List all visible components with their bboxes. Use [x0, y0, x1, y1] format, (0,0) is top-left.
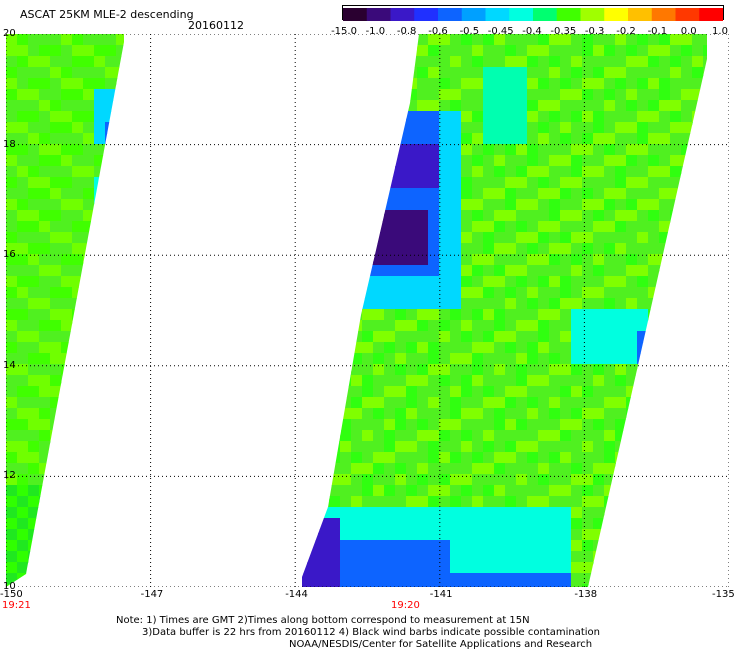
colorbar-swatch [699, 8, 724, 21]
latitude-label: 20 [3, 28, 16, 39]
colorbar-swatch [628, 8, 653, 21]
colorbar-tick-label: -0.4 [522, 26, 542, 37]
latitude-label: 18 [3, 138, 16, 150]
colorbar-swatch [414, 8, 439, 21]
swath-west [6, 34, 124, 587]
colorbar-tick-label: -1.0 [365, 26, 386, 37]
colorbar-tick-label: -0.2 [616, 26, 636, 37]
colorbar-swatch [556, 8, 582, 21]
colorbar-tick-label: -0.5 [459, 26, 480, 37]
longitude-label: -144 [285, 589, 308, 600]
colorbar-swatch [485, 8, 510, 21]
map-date: 20160112 [188, 19, 244, 32]
colorbar-gradient [343, 8, 724, 21]
swath-east [302, 34, 707, 587]
colorbar-tick-label: -0.45 [487, 26, 514, 37]
colorbar-swatch [461, 8, 487, 21]
colorbar-swatch [651, 8, 677, 21]
colorbar-tick-label: -0.1 [647, 26, 668, 37]
time-label-east: 19:20 [391, 600, 420, 611]
longitude-label: -138 [574, 589, 598, 600]
note-line-2: 3)Data buffer is 22 hrs from 20160112 4)… [142, 627, 600, 638]
colorbar-swatch [533, 8, 558, 21]
note-line-3: NOAA/NESDIS/Center for Satellite Applica… [289, 639, 593, 650]
colorbar-tick-label: -0.6 [428, 26, 448, 37]
colorbar-tick-label: -0.35 [550, 26, 577, 37]
latitude-label: 14 [3, 359, 16, 371]
colorbar-tick-label: -0.3 [584, 26, 605, 37]
swath-map-svg [6, 34, 729, 587]
longitude-label: -141 [429, 589, 453, 600]
colorbar-tick-label: -15.0 [331, 26, 357, 37]
colorbar-swatch [343, 8, 368, 21]
colorbar-tick-label: 1.0 [712, 26, 728, 37]
colorbar-tick-label: 0.0 [680, 26, 697, 37]
note-line-1: Note: 1) Times are GMT 2)Times along bot… [116, 615, 530, 626]
longitude-label: -135 [712, 589, 735, 600]
longitude-label: -147 [140, 589, 164, 600]
colorbar-swatch [366, 8, 392, 21]
latitude-label: 12 [3, 470, 16, 482]
longitude-label: -150 [0, 589, 23, 600]
colorbar-swatch [675, 8, 700, 21]
colorbar-tick-label: -0.8 [396, 26, 417, 37]
latitude-label: 10 [3, 581, 16, 592]
colorbar-swatch [509, 8, 534, 21]
latitude-label: 16 [3, 249, 16, 261]
colorbar-swatch [604, 8, 629, 21]
time-label-west: 19:21 [2, 600, 31, 611]
colorbar-swatch [580, 8, 605, 21]
colorbar-swatch [438, 8, 463, 21]
colorbar-swatch [390, 8, 415, 21]
map-title: ASCAT 25KM MLE-2 descending [20, 8, 194, 21]
swath-map [6, 34, 729, 587]
colorbar [342, 5, 724, 21]
lat-lon-grid [6, 34, 729, 587]
